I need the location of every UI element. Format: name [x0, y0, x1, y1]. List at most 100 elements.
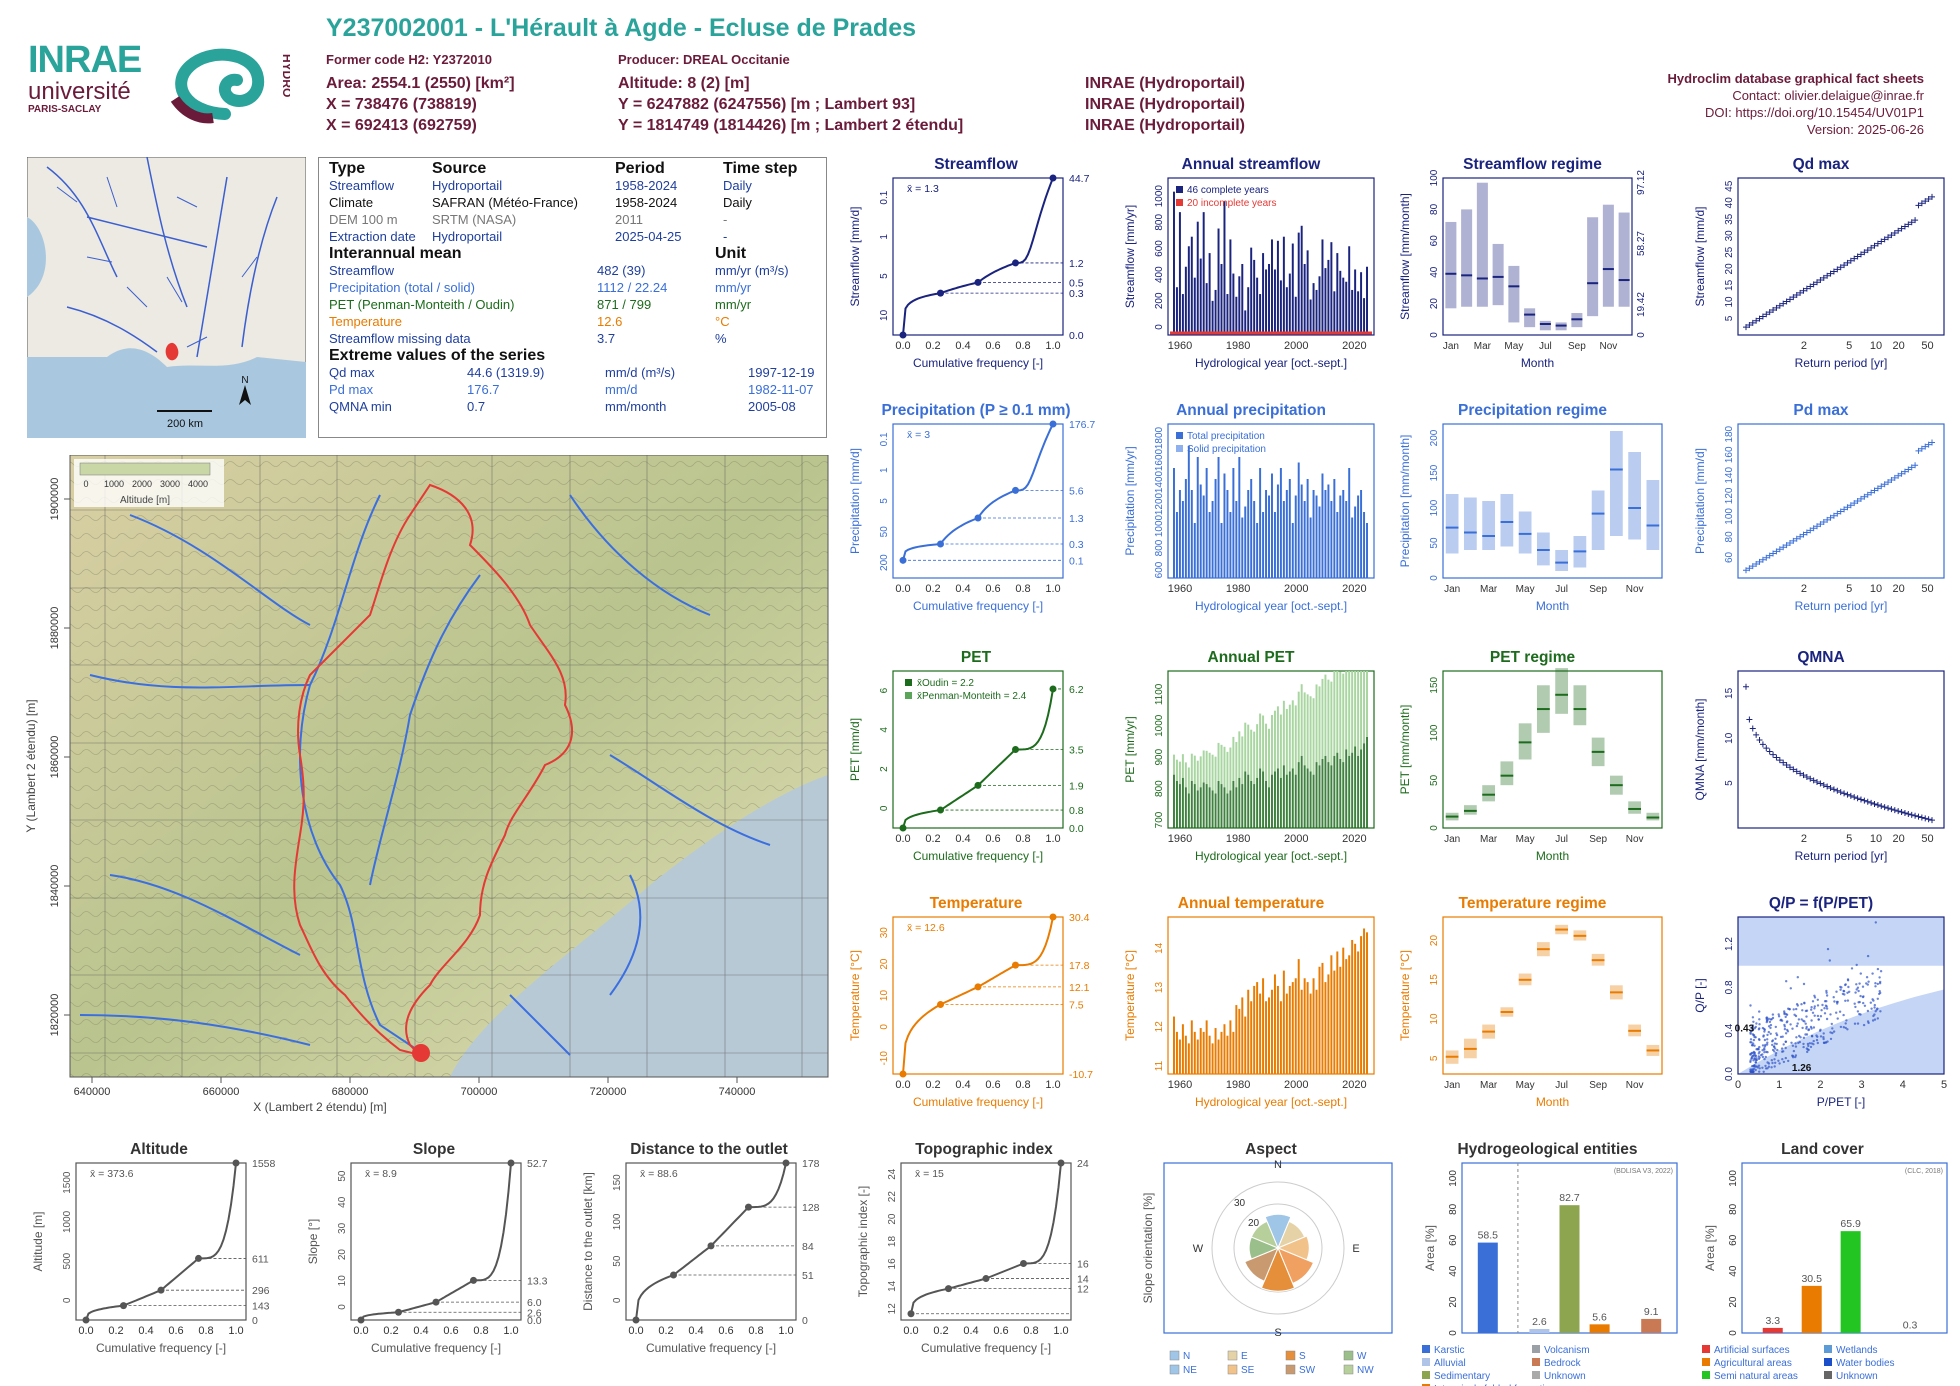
- data-point: [1846, 999, 1850, 1002]
- legend-label: x̄Oudin = 2.2: [917, 678, 974, 689]
- catchment-map: Altitude [m] 0 1000 2000 3000 4000 640000 660…: [24, 455, 829, 1114]
- y-tick: 35: [1724, 213, 1735, 225]
- data-point: [1766, 748, 1773, 755]
- x-tick: 0.6: [443, 1325, 458, 1337]
- annual-bar: [1196, 790, 1199, 828]
- qmna-chart: QMNA 2 5 10 20 50 5 10 15 Return period [yr] QMNA …: [1693, 649, 1945, 863]
- data-point: [1753, 1044, 1756, 1047]
- y-tick: 100: [1724, 508, 1735, 525]
- polar-ring: [1211, 1181, 1345, 1315]
- data-point: [1750, 1056, 1753, 1060]
- data-point: [1803, 529, 1810, 536]
- right-tick: 24: [1077, 1158, 1089, 1170]
- annual-bar-pm: [1339, 671, 1342, 759]
- data-point: [1879, 980, 1882, 984]
- annual-bar: [1271, 989, 1273, 1074]
- annual-bar-pm: [1217, 742, 1220, 781]
- y-tick: 1000: [1154, 714, 1165, 737]
- x-tick: 0.8: [473, 1325, 488, 1337]
- left-tick: 20: [337, 1249, 348, 1261]
- data-point: [1790, 537, 1797, 544]
- y-tick: 80: [1448, 1203, 1459, 1215]
- source-3: INRAE (Hydroportail): [1085, 117, 1245, 134]
- annual-bar: [1265, 1001, 1268, 1074]
- left-tick: 100: [612, 1213, 623, 1230]
- y-tick: 100: [1448, 1170, 1459, 1187]
- info-row-cell: -: [723, 229, 728, 244]
- info-row-cell: -: [723, 212, 728, 227]
- data-point: [1866, 1009, 1870, 1013]
- quantile-point: [782, 1159, 790, 1167]
- data-point: [1752, 1067, 1756, 1070]
- left-tick: 10: [879, 309, 890, 321]
- data-point: [1832, 1030, 1836, 1033]
- map-grid: [70, 455, 828, 1077]
- data-point: [1763, 1051, 1766, 1054]
- annual-bar: [1217, 780, 1220, 828]
- data-point: [1796, 976, 1799, 979]
- data-point: [1800, 531, 1807, 538]
- y-axis-label: Q/P [-]: [1693, 978, 1707, 1012]
- data-point: [1834, 510, 1841, 517]
- annual-bar: [1288, 771, 1291, 828]
- annual-bar: [1229, 239, 1232, 335]
- annual-bar: [1178, 490, 1181, 578]
- cdf-line: [360, 1162, 512, 1321]
- right-tick: 44.7: [1069, 173, 1090, 185]
- right-tick: -10.7: [1069, 1069, 1093, 1081]
- chart-title: Streamflow: [934, 156, 1018, 173]
- data-point: [1861, 493, 1868, 500]
- annual-bar: [1241, 997, 1244, 1074]
- x-tick: 0.0: [628, 1325, 643, 1337]
- regime-box: [1463, 497, 1477, 550]
- info-row-cell: 2011: [615, 212, 643, 227]
- annual-bar: [1193, 277, 1196, 335]
- right-tick: 1.9: [1069, 780, 1084, 792]
- legend-label: 20 incomplete years: [1187, 198, 1277, 209]
- annual-bar: [1232, 1031, 1235, 1074]
- annual-bar: [1238, 457, 1241, 578]
- data-point: [1810, 1008, 1813, 1011]
- right-tick: 0.5: [1069, 277, 1084, 289]
- data-point: [1784, 1015, 1787, 1019]
- annual-bar: [1333, 291, 1336, 335]
- annual-bar: [1247, 287, 1250, 335]
- y-axis-label: Streamflow [mm/month]: [1398, 193, 1412, 320]
- data-point: [1753, 1063, 1756, 1067]
- y-tick: 1100: [1154, 683, 1165, 705]
- quantile-point: [1012, 961, 1019, 969]
- data-point: [1787, 1059, 1790, 1063]
- data-point: [1752, 1038, 1756, 1042]
- annual-bar: [1273, 269, 1276, 335]
- data-point: [1830, 268, 1837, 275]
- extreme-row: QMNA min 0.7 mm/month 2005-08: [325, 398, 819, 415]
- data-point: [1810, 281, 1817, 288]
- annual-bar: [1259, 768, 1262, 828]
- y-axis-label: Area [%]: [1703, 1225, 1717, 1271]
- data-point: [1879, 1010, 1882, 1013]
- data-point: [1753, 317, 1760, 324]
- cdf-line: [902, 688, 1054, 829]
- paris-saclay-text: PARIS-SACLAY: [28, 104, 102, 115]
- data-point: [1847, 257, 1854, 264]
- data-point: [1749, 1032, 1752, 1035]
- data-point: [1797, 533, 1804, 540]
- data-point: [1763, 1045, 1767, 1048]
- extreme-label: Qd max: [329, 365, 375, 380]
- data-point: [1851, 500, 1858, 507]
- x-tick: 2000: [1284, 583, 1308, 595]
- y-tick: 20: [1728, 1296, 1739, 1308]
- x-tick: 5: [1846, 340, 1852, 352]
- data-point: [1780, 300, 1787, 307]
- annual-bar: [1321, 962, 1324, 1074]
- data-point: [1915, 447, 1922, 454]
- data-point: [1773, 304, 1780, 311]
- quantile-point: [1049, 913, 1057, 921]
- data-point: [1820, 1009, 1823, 1012]
- x-tick: 2: [1801, 583, 1807, 595]
- annual-bar: [1199, 1028, 1202, 1074]
- annual-bar: [1327, 974, 1330, 1074]
- data-point: [1827, 514, 1834, 521]
- bar: [1477, 1242, 1498, 1333]
- annual-bar-pm: [1321, 678, 1324, 759]
